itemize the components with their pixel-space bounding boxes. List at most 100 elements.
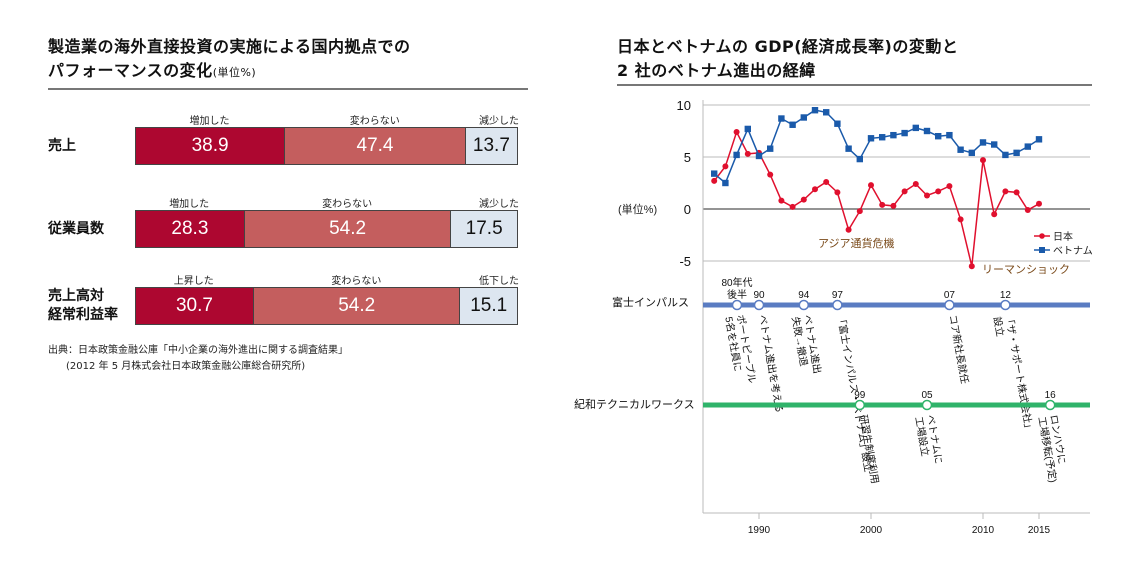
bar-segment-same: 47.4 — [284, 128, 465, 164]
timeline-event-marker — [854, 399, 866, 411]
row-label: 売上高対 経常利益率 — [48, 288, 118, 323]
event-description-line: 工場設立 — [912, 416, 932, 458]
data-point-vietnam — [811, 107, 819, 114]
data-point-japan — [767, 171, 774, 178]
bar-segment-same: 54.2 — [243, 211, 451, 247]
data-point-vietnam — [867, 135, 875, 142]
event-year-label: 90 — [753, 290, 765, 301]
data-point-japan — [1036, 200, 1042, 207]
left-title-divider — [48, 88, 528, 90]
event-year-label: 05 — [921, 390, 933, 401]
annotation-asian-crisis: アジア通貨危機 — [818, 236, 895, 250]
data-point-vietnam — [912, 124, 919, 132]
data-point-japan — [957, 216, 964, 223]
data-point-japan — [823, 178, 830, 185]
data-point-vietnam — [834, 120, 841, 127]
company2-label: 紀和テクニカルワークス — [574, 398, 695, 411]
y-tick-label: 0 — [684, 202, 691, 217]
bar-segment-dec: 17.5 — [450, 211, 517, 247]
segment-category-label: 変わらない — [322, 199, 373, 210]
timeline-event-marker — [921, 399, 933, 411]
data-point-vietnam — [800, 114, 807, 121]
data-point-japan — [834, 189, 841, 196]
x-tick-label: 2000 — [860, 525, 883, 536]
legend-japan-marker — [1039, 233, 1045, 239]
event-year-label: 07 — [944, 290, 956, 301]
x-tick-label: 1990 — [748, 525, 771, 536]
data-point-vietnam — [991, 141, 998, 148]
data-point-vietnam — [968, 149, 975, 157]
data-point-japan — [845, 226, 852, 233]
right-title-line1: 日本とベトナムの GDP(経済成長率)の変動と — [617, 37, 959, 56]
event-description-line: 「ザ・サポート株式会社」 — [1002, 314, 1036, 434]
legend-vietnam-label: ベトナム — [1053, 245, 1093, 257]
y-tick-label: -5 — [679, 254, 691, 269]
data-point-vietnam — [823, 109, 830, 116]
timeline-event-marker — [944, 299, 955, 311]
data-point-japan — [1024, 207, 1031, 214]
event-description: 「富士インパルス・ベトナム」設立 — [834, 314, 875, 474]
data-point-vietnam — [979, 139, 987, 146]
event-description-line: 工場移転(予定) — [1035, 416, 1059, 484]
row-label: 従業員数 — [48, 220, 104, 237]
x-tick-label: 2010 — [972, 525, 995, 536]
bar-segment-inc: 30.7 — [136, 288, 253, 324]
event-description-line: 失敗→撤退 — [789, 316, 810, 367]
data-point-japan — [800, 196, 807, 203]
company1-label: 富士インパルス — [612, 295, 689, 309]
data-point-vietnam — [901, 129, 908, 137]
data-point-japan — [879, 201, 886, 208]
event-description: コア新社長就任 — [946, 314, 971, 385]
event-description-line: ベトナムに — [924, 414, 944, 465]
legend-japan-label: 日本 — [1053, 230, 1073, 243]
event-description-line: 設立 — [991, 316, 1007, 338]
data-point-japan — [890, 202, 897, 209]
data-point-japan — [733, 129, 740, 136]
data-point-japan — [924, 192, 930, 199]
event-year-label: 97 — [832, 290, 844, 301]
event-description: 研習生制度利用 — [857, 414, 882, 485]
event-year-label: 12 — [1000, 290, 1012, 301]
data-point-vietnam — [722, 179, 729, 187]
data-point-vietnam — [711, 170, 718, 177]
timeline-event-marker — [731, 299, 743, 311]
event-year-label: 94 — [798, 290, 810, 301]
data-point-japan — [778, 197, 785, 204]
data-point-vietnam — [923, 127, 931, 135]
data-point-japan — [812, 186, 818, 193]
legend-vietnam-marker — [1039, 247, 1045, 253]
right-title-line2: 2 社のベトナム進出の経緯 — [617, 61, 816, 80]
data-point-vietnam — [733, 151, 740, 159]
left-chart-title: 製造業の海外直接投資の実施による国内拠点での パフォーマンスの変化(単位%) — [48, 35, 411, 85]
event-year-label-2: 後半 — [727, 288, 747, 301]
series-line-japan — [713, 130, 1040, 267]
event-year-label: 80年代 — [721, 276, 752, 289]
data-point-vietnam — [856, 155, 863, 163]
data-point-japan — [968, 263, 975, 270]
right-title-divider — [617, 84, 1092, 86]
source-note: 出典：日本政策金融公庫「中小企業の海外進出に関する調査結果」 (2012 年 5… — [48, 343, 348, 375]
source-line2: (2012 年 5 月株式会社日本政策金融公庫総合研究所) — [66, 361, 306, 372]
data-point-japan — [912, 181, 919, 188]
event-description-line: ベトナム進出 — [801, 314, 824, 375]
data-point-vietnam — [957, 146, 964, 153]
x-tick-label: 2015 — [1028, 525, 1051, 536]
data-point-vietnam — [789, 121, 796, 128]
data-point-japan — [935, 188, 942, 195]
stacked-bar: 38.9 47.4 13.7 — [135, 127, 518, 165]
event-description-line: ポートピープル — [734, 314, 758, 384]
left-title-line2: パフォーマンスの変化 — [48, 61, 213, 80]
y-tick-label: 10 — [677, 98, 691, 113]
segment-category-label: 増加した — [189, 116, 230, 127]
event-description-line: 研習生制度利用 — [857, 414, 882, 485]
data-point-japan — [856, 208, 863, 215]
data-point-vietnam — [744, 125, 751, 133]
bar-segment-dec: 13.7 — [464, 128, 517, 164]
event-description-line: 「富士インパルス・ベトナム」設立 — [834, 314, 875, 474]
data-point-vietnam — [845, 145, 852, 152]
timeline-event-marker — [798, 299, 810, 311]
data-point-japan — [722, 163, 729, 170]
